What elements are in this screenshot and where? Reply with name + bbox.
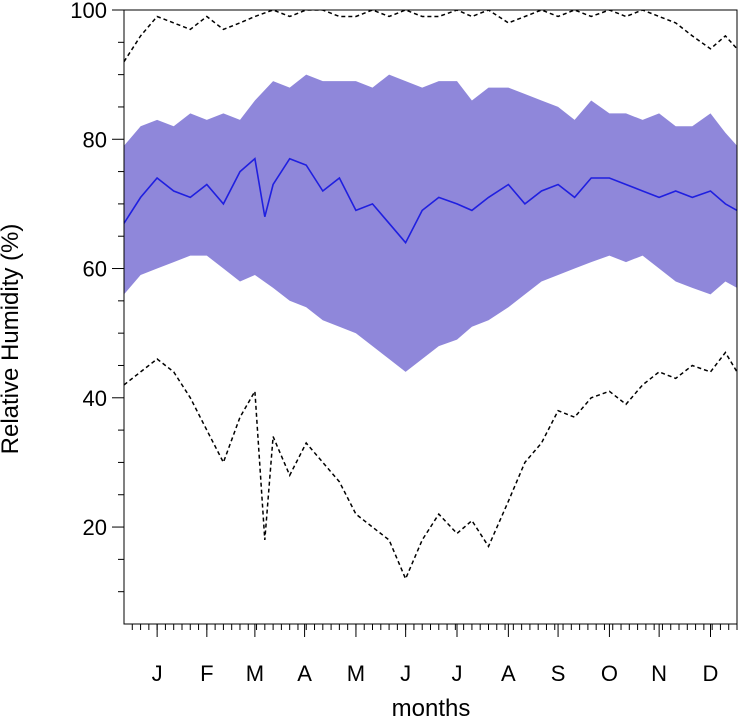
series-min-line	[124, 351, 737, 581]
x-tick-label: S	[551, 661, 566, 686]
x-tick-label: J	[452, 661, 463, 686]
y-tick-label: 60	[83, 257, 107, 282]
y-tick-label: 80	[83, 127, 107, 152]
y-tick-label: 40	[83, 386, 107, 411]
series-mean-line	[124, 157, 737, 245]
x-tick-label: J	[400, 661, 411, 686]
y-axis-title: Relative Humidity (%)	[0, 224, 24, 455]
y-axis: 20 40 60 80 100	[70, 0, 124, 593]
plot-content	[124, 10, 737, 581]
series-max-line	[124, 10, 737, 63]
x-tick-label: J	[152, 661, 163, 686]
y-tick-label: 20	[83, 515, 107, 540]
series-band	[124, 74, 737, 372]
x-tick-label: M	[246, 661, 264, 686]
x-tick-label: A	[501, 661, 516, 686]
x-tick-label: A	[297, 661, 312, 686]
x-tick-label: O	[601, 661, 618, 686]
x-tick-label: M	[347, 661, 365, 686]
x-tick-label: F	[200, 661, 213, 686]
x-tick-label: D	[703, 661, 719, 686]
x-tick-label: N	[651, 661, 667, 686]
x-axis-title: months	[392, 695, 471, 722]
y-tick-label: 100	[70, 0, 107, 23]
